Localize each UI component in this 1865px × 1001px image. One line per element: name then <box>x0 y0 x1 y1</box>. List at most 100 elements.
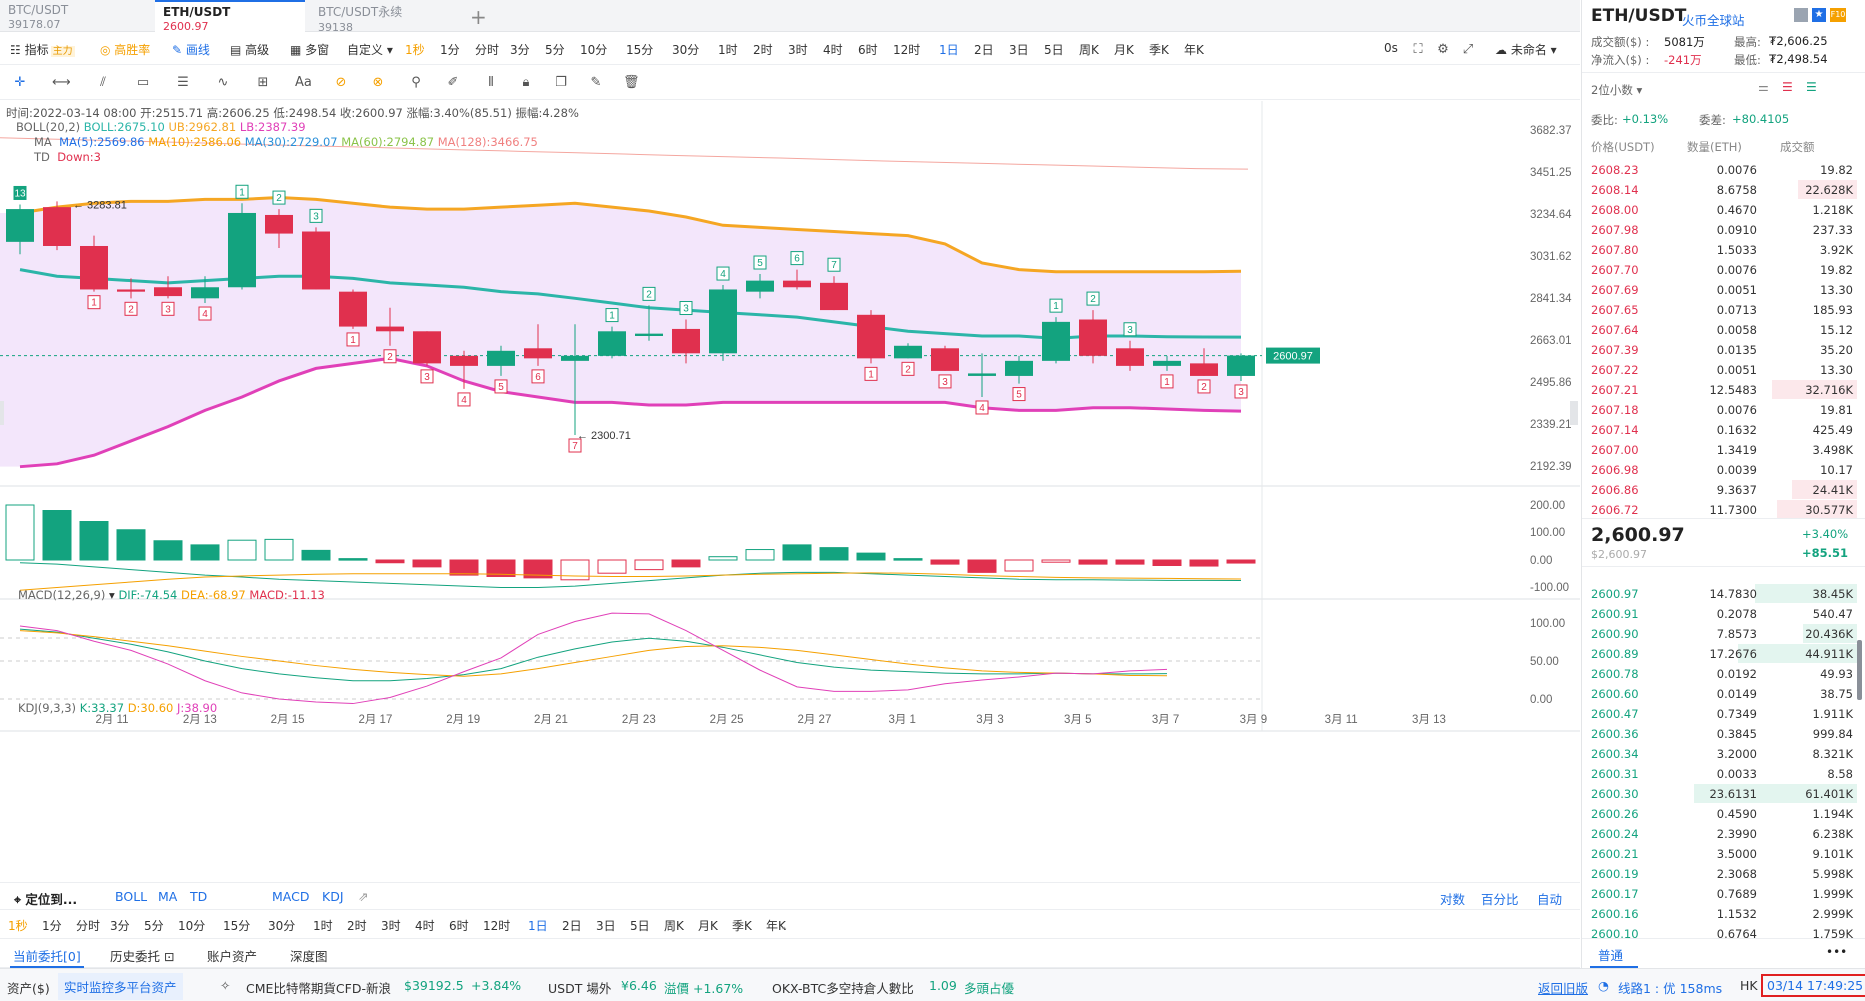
bid-row[interactable]: 2600.60 0.0149 38.75 <box>1582 684 1857 704</box>
bid-row[interactable]: 2600.34 3.2000 8.321K <box>1582 744 1857 764</box>
share-icon[interactable] <box>1794 8 1808 22</box>
auto-scale-button[interactable]: 自动 <box>1537 892 1563 907</box>
chart-canvas[interactable]: 2600.97 13 1 2 3 4 1 2 3 1 2 3 4 5 6 7 1 2 3 4 5 6 7 1 2 3 4 5 1 2 3 1 2… <box>0 101 1580 881</box>
collapse-icon[interactable]: ⌃ <box>780 926 789 937</box>
orderbook-scrollbar[interactable] <box>1857 640 1862 700</box>
winrate-button[interactable]: ◎ 高胜率 <box>100 43 151 57</box>
interval-12[interactable]: 6时 <box>858 43 878 57</box>
parallel-lines-icon[interactable]: ☰ <box>177 75 189 90</box>
custom-button[interactable]: 自定义 ▾ <box>347 43 393 57</box>
tab-account-assets[interactable]: 账户资产 <box>207 949 258 964</box>
interval-15[interactable]: 2日 <box>974 43 994 57</box>
ask-row[interactable]: 2606.98 0.0039 10.17 <box>1582 460 1857 480</box>
interval-8[interactable]: 1时 <box>313 919 333 933</box>
interval-1[interactable]: 1分 <box>440 43 460 57</box>
fullscreen-icon[interactable]: ⛶ <box>1413 42 1423 57</box>
tab-btc-usdt[interactable]: BTC/USDT 39178.07 <box>0 0 150 32</box>
interval-14[interactable]: 1日 <box>939 43 959 57</box>
interval-8[interactable]: 1时 <box>718 43 738 57</box>
interval-18[interactable]: 周K <box>1079 43 1099 57</box>
bars-pattern-icon[interactable]: ⫴ <box>488 75 494 90</box>
locate-button[interactable]: ⌖ 定位到... <box>14 892 78 907</box>
pin-icon[interactable]: ✧ <box>220 978 231 993</box>
trend-line-icon[interactable]: ⫽ <box>100 75 106 90</box>
expand-icon[interactable]: ⤢ <box>1462 42 1474 57</box>
interval-19[interactable]: 月K <box>698 919 718 933</box>
interval-6[interactable]: 15分 <box>223 919 251 933</box>
ask-row[interactable]: 2607.69 0.0051 13.30 <box>1582 280 1857 300</box>
bid-row[interactable]: 2600.31 0.0033 8.58 <box>1582 764 1857 784</box>
kdj-toggle[interactable]: KDJ <box>322 889 344 904</box>
interval-6[interactable]: 15分 <box>626 43 654 57</box>
interval-5[interactable]: 10分 <box>580 43 608 57</box>
interval-20[interactable]: 季K <box>732 919 752 933</box>
interval-20[interactable]: 季K <box>1149 43 1169 57</box>
percent-scale-button[interactable]: 百分比 <box>1481 892 1519 907</box>
star-icon[interactable]: ★ <box>1812 8 1826 22</box>
tab-btc-usdt-perp[interactable]: BTC/USDT永续 39138 <box>310 0 460 34</box>
interval-2[interactable]: 分时 <box>475 43 500 57</box>
ask-row[interactable]: 2607.39 0.0135 35.20 <box>1582 340 1857 360</box>
bid-row[interactable]: 2600.24 2.3990 6.238K <box>1582 824 1857 844</box>
interval-19[interactable]: 月K <box>1114 43 1134 57</box>
tab-normal[interactable]: 普通 <box>1598 948 1624 963</box>
gear-icon[interactable]: ⚙ <box>1437 42 1449 57</box>
interval-0[interactable]: 1秒 <box>8 919 28 933</box>
interval-13[interactable]: 12时 <box>483 919 511 933</box>
interval-11[interactable]: 4时 <box>415 919 435 933</box>
interval-10[interactable]: 3时 <box>788 43 808 57</box>
td-toggle[interactable]: TD <box>190 889 208 904</box>
boll-toggle[interactable]: BOLL <box>115 889 148 904</box>
interval-3[interactable]: 3分 <box>110 919 130 933</box>
ask-row[interactable]: 2607.14 0.1632 425.49 <box>1582 420 1857 440</box>
interval-11[interactable]: 4时 <box>823 43 843 57</box>
ask-row[interactable]: 2608.00 0.4670 1.218K <box>1582 200 1857 220</box>
ask-row[interactable]: 2606.86 9.3637 24.41K <box>1582 480 1857 500</box>
ask-row[interactable]: 2607.18 0.0076 19.81 <box>1582 400 1857 420</box>
interval-21[interactable]: 年K <box>1184 43 1204 57</box>
view-both-icon[interactable]: ⚌ <box>1758 80 1769 94</box>
network-line[interactable]: 线路1 : 优 158ms <box>1618 981 1723 996</box>
view-bids-icon[interactable]: ☰ <box>1806 80 1817 94</box>
exchange-name[interactable]: 火币全球站 <box>1682 13 1745 28</box>
ma-toggle[interactable]: MA <box>158 889 178 904</box>
ask-row[interactable]: 2607.70 0.0076 19.82 <box>1582 260 1857 280</box>
macd-toggle[interactable]: MACD <box>272 889 310 904</box>
multi-window-button[interactable]: ▦ 多窗 <box>290 43 330 57</box>
text-icon[interactable]: Aa <box>295 75 312 90</box>
add-tab-icon[interactable]: + <box>470 5 487 29</box>
bid-row[interactable]: 2600.91 0.2078 540.47 <box>1582 604 1857 624</box>
interval-3[interactable]: 3分 <box>510 43 530 57</box>
bid-row[interactable]: 2600.21 3.5000 9.101K <box>1582 844 1857 864</box>
tab-depth-chart[interactable]: 深度图 <box>290 949 328 964</box>
horizontal-line-icon[interactable]: ⟷ <box>52 75 71 90</box>
draw-line-button[interactable]: ✎ 画线 <box>172 43 210 57</box>
interval-7[interactable]: 30分 <box>268 919 296 933</box>
interval-16[interactable]: 3日 <box>596 919 616 933</box>
lock-icon[interactable]: 🔒︎ <box>522 75 530 90</box>
bid-row[interactable]: 2600.26 0.4590 1.194K <box>1582 804 1857 824</box>
bid-row[interactable]: 2600.17 0.7689 1.999K <box>1582 884 1857 904</box>
old-version-link[interactable]: 返回旧版 <box>1538 981 1589 996</box>
interval-10[interactable]: 3时 <box>381 919 401 933</box>
crosshair-icon[interactable]: ✛ <box>14 75 26 90</box>
log-scale-button[interactable]: 对数 <box>1440 892 1466 907</box>
interval-12[interactable]: 6时 <box>449 919 469 933</box>
external-icon[interactable]: ⇗ <box>358 889 369 904</box>
ask-row[interactable]: 2607.98 0.0910 237.33 <box>1582 220 1857 240</box>
interval-5[interactable]: 10分 <box>178 919 206 933</box>
bid-row[interactable]: 2600.36 0.3845 999.84 <box>1582 724 1857 744</box>
interval-16[interactable]: 3日 <box>1009 43 1029 57</box>
ask-row[interactable]: 2607.00 1.3419 3.498K <box>1582 440 1857 460</box>
interval-9[interactable]: 2时 <box>347 919 367 933</box>
bid-row[interactable]: 2600.89 17.2676 44.911K <box>1582 644 1857 664</box>
tab-current-orders[interactable]: 当前委托[0] <box>13 949 81 964</box>
rectangle-icon[interactable]: ▭ <box>136 75 150 90</box>
wave-icon[interactable]: ∿ <box>217 75 229 90</box>
f10-icon[interactable]: F10 <box>1830 8 1846 22</box>
magnet-icon[interactable]: ⊘ <box>335 75 347 90</box>
trash-icon[interactable]: 🗑︎ <box>623 75 640 90</box>
layout-name-button[interactable]: ☁ 未命名 ▾ <box>1495 43 1557 57</box>
magnet-strong-icon[interactable]: ⊗ <box>372 75 384 90</box>
edit-icon[interactable]: ✎ <box>590 75 602 90</box>
